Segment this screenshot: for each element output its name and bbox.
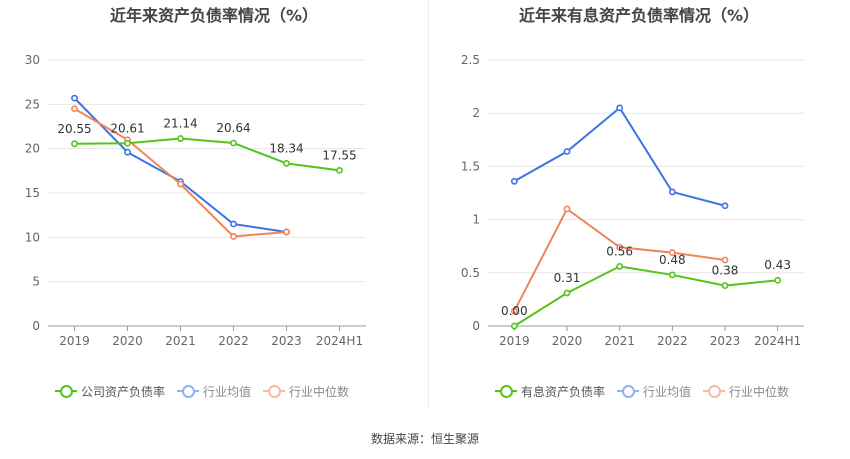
data-point-company (177, 135, 184, 142)
x-tick-label: 2020 (552, 334, 583, 348)
data-point-industry_avg (616, 104, 624, 112)
data-point-industry_median (668, 249, 676, 256)
right-chart-legend: 有息资产负债率 行业均值 行业中位数 (495, 381, 801, 401)
x-tick-label: 2024H1 (754, 334, 801, 348)
data-point-company (616, 263, 624, 270)
y-tick-label: 1 (472, 213, 480, 227)
x-tick-label: 2019 (59, 334, 90, 348)
legend-label: 公司资产负债率 (81, 384, 166, 399)
y-tick-label: 30 (25, 53, 40, 67)
data-point-industry_avg (563, 148, 571, 155)
data-point-industry_median (616, 243, 624, 251)
data-point-industry_median (721, 256, 729, 264)
data-point-industry_avg (230, 220, 237, 228)
y-tick-label: 5 (32, 275, 40, 289)
data-point-company (721, 282, 729, 289)
legend-item-industry_avg[interactable]: 行业均值 (617, 383, 691, 400)
data-point-industry_median (510, 307, 518, 315)
left-chart-legend: 公司资产负债率 行业均值 行业中位数 (55, 381, 361, 401)
right-chart-plot: 0 0.5 1 1.5 2 2.5 2019 2020 2021 2022 2023 2024H1 0.… (461, 53, 804, 348)
data-point-industry_avg (124, 148, 131, 156)
data-point-company (124, 139, 131, 147)
data-label: 0.48 (659, 253, 686, 267)
data-point-company (774, 276, 782, 284)
y-tick-label: 0.5 (461, 266, 480, 280)
legend-label: 行业均值 (643, 384, 692, 399)
legend-swatch (263, 384, 286, 398)
data-label: 0.43 (764, 258, 791, 272)
data-point-industry_median (71, 105, 78, 113)
x-tick-label: 2022 (218, 334, 249, 348)
data-label: 20.61 (110, 121, 144, 135)
x-tick-label: 2023 (271, 334, 302, 348)
data-label: 0.56 (606, 244, 633, 258)
legend-label: 有息资产负债率 (521, 384, 606, 399)
data-point-industry_avg (510, 177, 518, 185)
data-point-company (336, 166, 343, 174)
data-label: 17.55 (322, 148, 356, 162)
y-tick-label: 10 (25, 230, 40, 244)
x-tick-label: 2021 (604, 334, 635, 348)
data-point-company (283, 159, 290, 167)
data-point-industry_median (563, 205, 571, 213)
data-point-company (71, 140, 78, 148)
x-tick-label: 2022 (657, 334, 688, 348)
legend-swatch (177, 384, 200, 398)
y-tick-label: 20 (25, 142, 40, 156)
data-point-industry_avg (71, 94, 78, 102)
x-tick-label: 2023 (710, 334, 741, 348)
legend-item-company[interactable]: 有息资产负债率 (495, 383, 605, 400)
data-point-company (668, 271, 676, 279)
data-label: 20.64 (216, 121, 250, 135)
data-point-company (510, 322, 518, 330)
data-point-company (563, 289, 571, 297)
data-point-industry_median (283, 228, 290, 236)
legend-item-company[interactable]: 公司资产负债率 (55, 383, 165, 400)
x-tick-label: 2021 (165, 334, 196, 348)
right-chart-title: 近年来有息资产负债率情况（%） (518, 6, 760, 25)
legend-swatch (617, 384, 640, 398)
x-tick-label: 2020 (112, 334, 143, 348)
left-chart-title: 近年来资产负债率情况（%） (109, 6, 319, 25)
data-point-industry_avg (721, 202, 729, 210)
y-tick-label: 1.5 (461, 159, 480, 173)
data-label: 18.34 (269, 141, 303, 155)
series-line-company (513, 265, 778, 327)
y-tick-label: 0 (32, 319, 40, 333)
series-line-industry_avg (513, 106, 726, 207)
data-label: 0.31 (554, 271, 581, 285)
data-label: 20.55 (57, 122, 91, 136)
data-source-note: 数据来源：恒生聚源 (370, 432, 479, 446)
y-tick-label: 0 (472, 319, 480, 333)
legend-label: 行业中位数 (729, 384, 790, 399)
data-label: 0.00 (501, 304, 528, 318)
legend-item-industry_median[interactable]: 行业中位数 (263, 383, 349, 400)
legend-swatch (495, 384, 517, 398)
data-point-industry_median (177, 180, 184, 188)
data-point-industry_median (230, 233, 237, 240)
y-tick-label: 15 (25, 186, 40, 200)
x-tick-label: 2024H1 (316, 334, 363, 348)
data-label: 21.14 (163, 117, 197, 131)
y-tick-label: 25 (25, 97, 40, 111)
left-chart-plot: 0 5 10 15 20 25 30 2019 2020 2021 2022 2023 2024H1 20… (25, 53, 366, 348)
data-point-company (230, 139, 237, 147)
series-line-company (74, 137, 340, 172)
x-tick-label: 2019 (499, 334, 530, 348)
y-tick-label: 2 (472, 106, 480, 120)
data-label: 0.38 (712, 264, 739, 278)
legend-label: 行业中位数 (289, 384, 350, 399)
data-point-industry_avg (668, 188, 676, 196)
chart-divider (428, 0, 429, 410)
y-tick-label: 2.5 (461, 53, 480, 67)
legend-item-industry_avg[interactable]: 行业均值 (177, 383, 251, 400)
legend-label: 行业均值 (203, 384, 252, 399)
legend-swatch (55, 384, 77, 398)
legend-swatch (703, 384, 726, 398)
legend-item-industry_median[interactable]: 行业中位数 (703, 383, 789, 400)
series-line-industry_median (513, 207, 726, 312)
